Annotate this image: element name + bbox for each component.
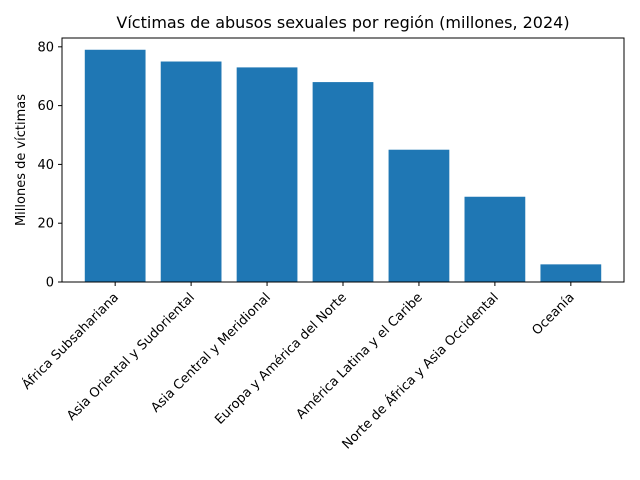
bar bbox=[160, 61, 222, 283]
bar bbox=[540, 264, 602, 282]
y-tick-label: 0 bbox=[46, 276, 54, 291]
x-tick-label: América Latina y el Caribe bbox=[294, 290, 426, 422]
chart-title: Víctimas de abusos sexuales por región (… bbox=[116, 13, 569, 32]
x-tick-label: Oceanía bbox=[529, 290, 577, 338]
y-axis-label: Millones de víctimas bbox=[14, 94, 29, 226]
bar bbox=[464, 196, 526, 282]
x-tick-label: Europa y América del Norte bbox=[212, 290, 350, 428]
bar bbox=[388, 149, 450, 282]
y-axis-ticks: 0 20 40 60 80 bbox=[37, 40, 62, 291]
x-tick-label: Asia Oriental y Sudoriental bbox=[64, 290, 198, 424]
y-tick-label: 80 bbox=[37, 40, 54, 55]
bar bbox=[312, 82, 374, 283]
y-tick-label: 60 bbox=[37, 99, 54, 114]
y-tick-label: 20 bbox=[37, 217, 54, 232]
plot-frame bbox=[61, 37, 625, 283]
bars-group bbox=[84, 49, 602, 283]
bar bbox=[236, 67, 298, 283]
bar bbox=[84, 49, 146, 283]
x-tick-label: Norte de África y Asia Occidental bbox=[339, 290, 502, 453]
y-tick-label: 40 bbox=[37, 158, 54, 173]
